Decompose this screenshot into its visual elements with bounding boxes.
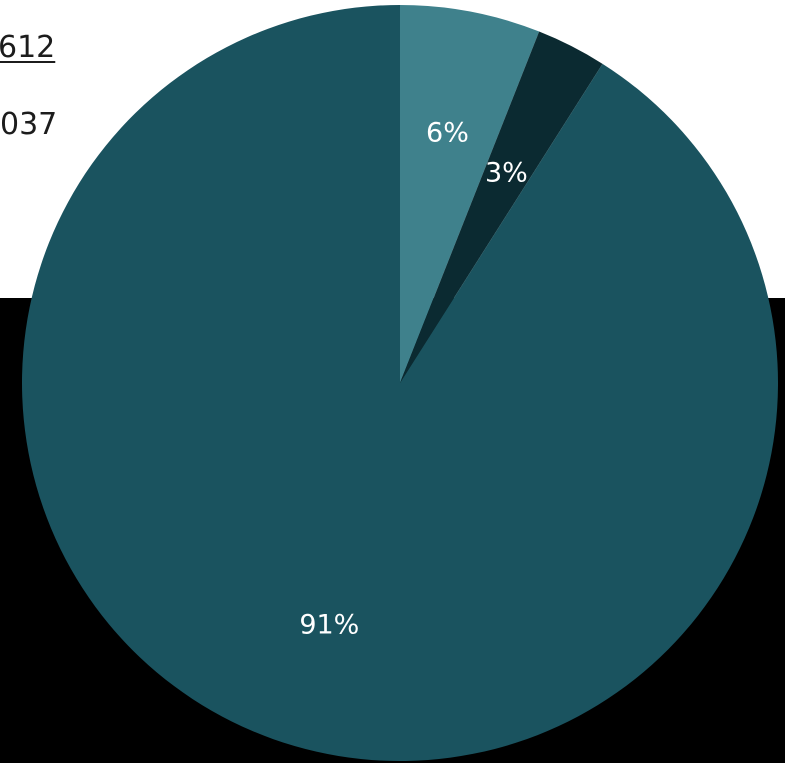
pie-slice-6[interactable] xyxy=(400,5,540,383)
background-number-text: 037 xyxy=(0,107,58,142)
pie-slices xyxy=(21,5,778,761)
pie-labels: 6% 3% 91% xyxy=(299,118,527,641)
pie-label-91: 91% xyxy=(299,610,359,641)
pie-slice-91[interactable] xyxy=(21,5,778,761)
pie-slice-3[interactable] xyxy=(400,31,603,383)
pie-label-3: 3% xyxy=(485,158,528,189)
pie-label-6: 6% xyxy=(426,118,469,149)
background-number-link[interactable]: 612 xyxy=(0,30,56,65)
